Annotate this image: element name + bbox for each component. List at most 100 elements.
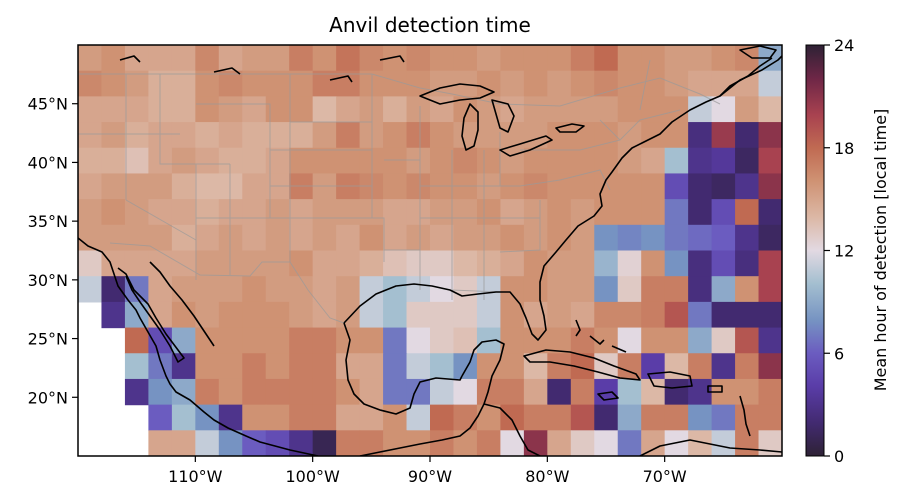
heatmap-cell (171, 122, 196, 149)
heatmap-cell (758, 353, 782, 380)
heatmap-cell (641, 301, 666, 329)
heatmap-cell (570, 45, 595, 72)
heatmap-cell (406, 96, 431, 123)
heatmap-cell (171, 173, 196, 200)
heatmap-cell (312, 173, 337, 200)
heatmap-cell (735, 378, 760, 406)
heatmap-cell (265, 250, 290, 277)
heatmap-cell (148, 173, 173, 200)
gulf-coast (343, 322, 463, 415)
heatmap-cell (78, 45, 103, 72)
coastlines (78, 45, 782, 456)
heatmap-cell (758, 430, 782, 456)
heatmap-cell (500, 199, 525, 226)
heatmap-cell (430, 122, 455, 149)
heatmap-cell (758, 96, 782, 123)
heatmap-cell (289, 327, 314, 354)
heatmap-cell (336, 378, 361, 406)
heatmap-cell (406, 276, 431, 303)
heatmap-cell (171, 327, 196, 354)
heatmap-cell (430, 301, 455, 329)
heatmap-cell (735, 276, 760, 303)
heatmap-cell (312, 276, 337, 303)
heatmap-cell (735, 250, 760, 277)
heatmap-cell (594, 301, 619, 329)
heatmap-cell (336, 250, 361, 277)
heatmap-cell (758, 122, 782, 149)
heatmap-cell (758, 301, 782, 329)
heatmap-cell (359, 378, 384, 406)
heatmap-cell (476, 45, 501, 72)
heatmap-cell (242, 276, 267, 303)
newfoundland-coast (739, 45, 777, 59)
state-line-4 (196, 103, 271, 218)
heatmap-cell (500, 224, 525, 252)
heatmap-cell (523, 96, 548, 123)
heatmap-cell (758, 404, 782, 431)
heatmap-cell (523, 378, 548, 406)
heatmap-cell (218, 224, 243, 252)
heatmap-cell (711, 353, 736, 380)
heatmap-cell (500, 70, 525, 97)
heatmap-cell (570, 70, 595, 97)
heatmap-cell (265, 45, 290, 72)
heatmap-cell (688, 173, 713, 200)
heatmap-cell (758, 173, 782, 200)
heatmap-cell (336, 173, 361, 200)
heatmap-cell (242, 353, 267, 380)
heatmap-cell (500, 378, 525, 406)
heatmap-cell (735, 147, 760, 175)
heatmap-cell (218, 327, 243, 354)
heatmap-cell (195, 224, 220, 252)
heatmap-cell (476, 70, 501, 97)
heatmap-cell (570, 430, 595, 456)
heatmap-cell (336, 147, 361, 175)
heatmap-cell (500, 173, 525, 200)
heatmap-cell (594, 224, 619, 252)
heatmap-cell (336, 276, 361, 303)
heatmap-cell (312, 301, 337, 329)
heatmap-cell (523, 404, 548, 431)
heatmap-cell (453, 276, 478, 303)
heatmap-cell (195, 122, 220, 149)
heatmap-cell (664, 224, 689, 252)
heatmap-cell (711, 224, 736, 252)
heatmap-cell (336, 404, 361, 431)
texas-louisiana-coast (343, 57, 773, 341)
lake-michigan (461, 103, 479, 151)
heatmap-cell (124, 173, 149, 200)
heatmap-cell (101, 199, 126, 226)
heatmap-cell (406, 353, 431, 380)
heatmap-cell (711, 122, 736, 149)
heatmap-cell (617, 199, 642, 226)
heatmap-cell (148, 404, 173, 431)
x-axis-ticks: 110°W 100°W 90°W 80°W 70°W (168, 456, 687, 486)
heatmap-cell (218, 301, 243, 329)
heatmap-cell (312, 122, 337, 149)
heatmap-cell (265, 173, 290, 200)
heatmap-cell (430, 224, 455, 252)
heatmap-cell (359, 327, 384, 354)
heatmap-cell (523, 199, 548, 226)
heatmap-cell (195, 96, 220, 123)
heatmap-cell (453, 173, 478, 200)
colorbar-tick-label: 18 (834, 139, 854, 158)
heatmap-cell (430, 430, 455, 456)
heatmap-cell (547, 301, 572, 329)
state-line-24 (499, 200, 541, 253)
heatmap-cell (336, 430, 361, 456)
heatmap-cell (641, 45, 666, 72)
heatmap-cell (617, 147, 642, 175)
heatmap-cell (711, 250, 736, 277)
y-tick-label: 25°N (28, 330, 68, 349)
heatmap-cell (312, 430, 337, 456)
heatmap-cell (523, 45, 548, 72)
heatmap-cell (195, 276, 220, 303)
heatmap-cell (289, 224, 314, 252)
colorbar-gradient (805, 44, 825, 457)
heatmap-cell (641, 173, 666, 200)
st-lawrence-coast (719, 55, 782, 97)
heatmap-cell (711, 430, 736, 456)
heatmap-cell (664, 404, 689, 431)
heatmap-cell (758, 147, 782, 175)
